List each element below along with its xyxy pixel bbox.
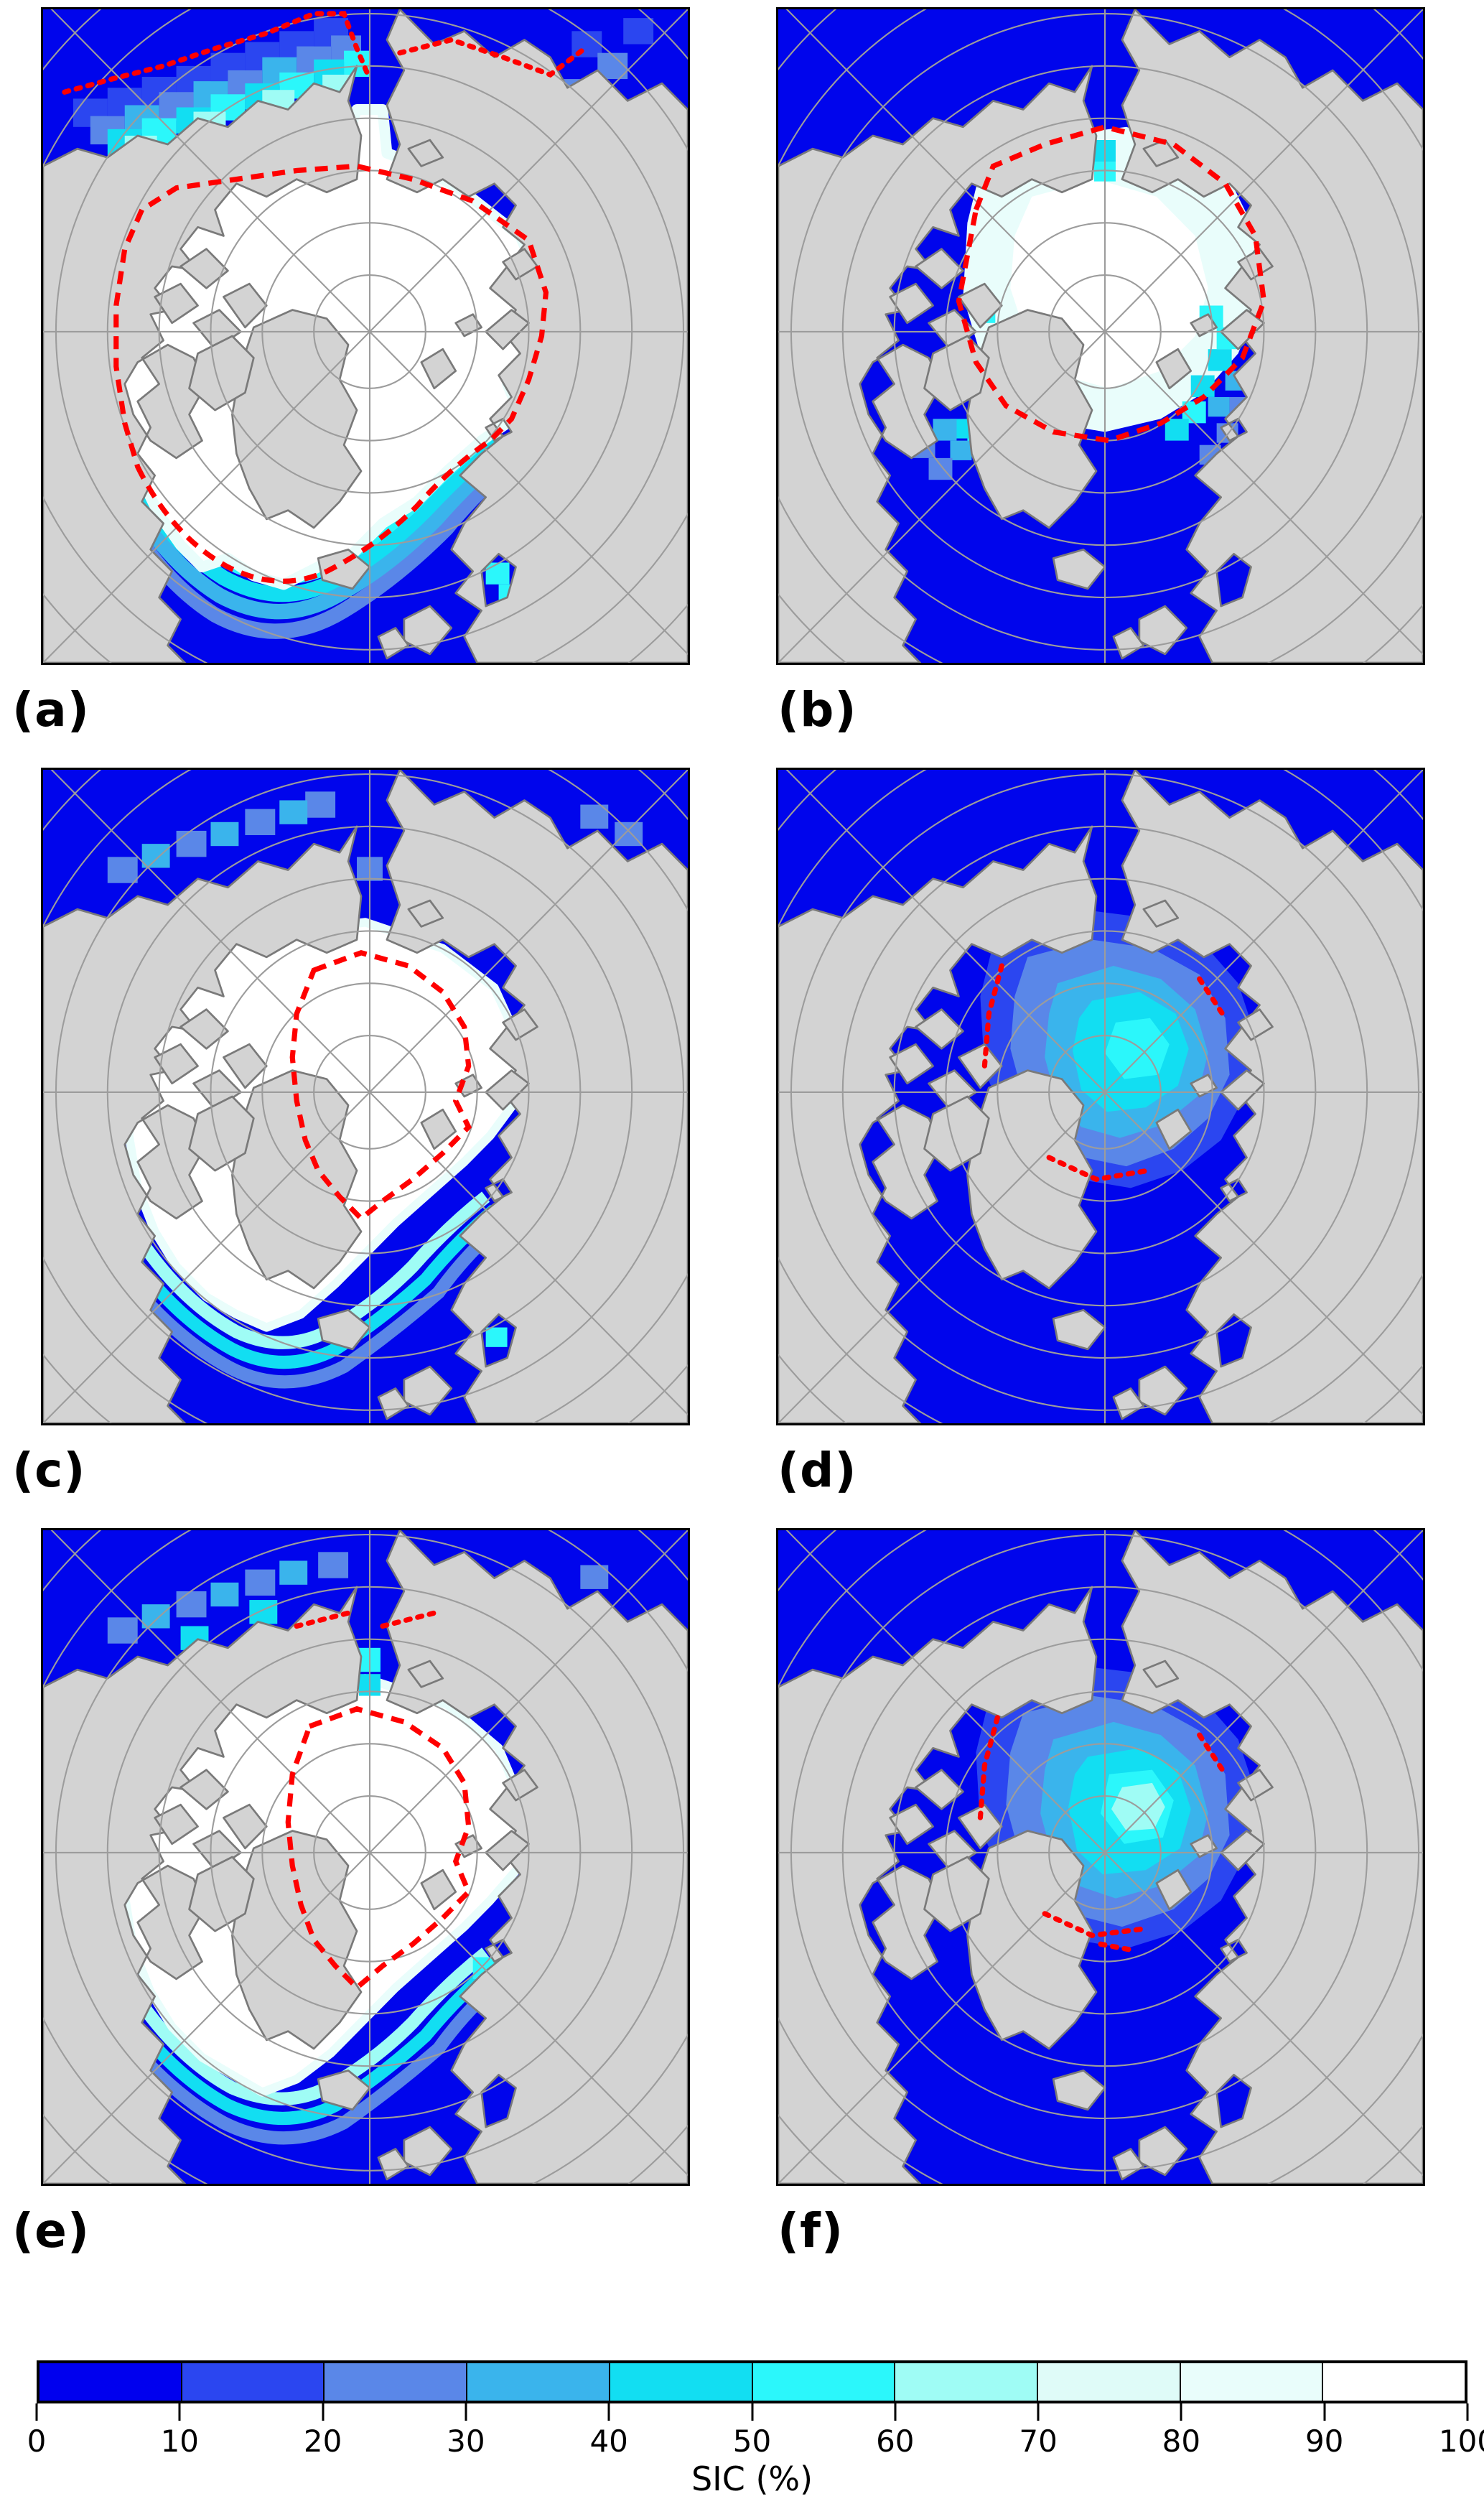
colorbar-tick-label: 50 <box>732 2424 772 2459</box>
colorbar-tick <box>751 2403 753 2421</box>
map-d <box>776 768 1425 1425</box>
panel-label-c: (c) <box>12 1443 86 1498</box>
map-f <box>776 1528 1425 2186</box>
colorbar-tick <box>1180 2403 1182 2421</box>
ice-cells-30pct <box>933 371 1247 460</box>
colorbar-segment <box>610 2363 753 2401</box>
ice-edge-contour-e-bering1 <box>294 1610 351 1629</box>
colorbar-title: SIC (%) <box>691 2459 813 2498</box>
map-panel-b: (b) <box>776 7 1425 768</box>
ice-cells-40pct <box>950 140 1232 441</box>
ice-edge-contour-f-1 <box>977 1715 1000 1821</box>
colorbar-tick <box>322 2403 325 2421</box>
colorbar-tick <box>894 2403 897 2421</box>
panel-label-a: (a) <box>12 682 90 737</box>
panel-label-f: (f) <box>778 2203 844 2258</box>
map-a <box>41 7 690 665</box>
colorbar-segment <box>325 2363 468 2401</box>
colorbar-segment <box>1037 2363 1181 2401</box>
colorbar-tickmarks <box>35 2403 1469 2422</box>
map-e <box>41 1528 690 2186</box>
colorbar-segment <box>467 2363 610 2401</box>
map-panel-a: (a) <box>12 7 690 768</box>
ice-cells-30pct <box>141 800 308 868</box>
colorbar-tick-labels: 0 10 20 30 40 50 60 70 80 90 100 <box>27 2422 1484 2459</box>
colorbar-tick <box>1466 2403 1469 2421</box>
ice-cells-baltic <box>485 1327 508 1347</box>
panel-label-d: (d) <box>778 1443 857 1498</box>
ice-edge-contour-d-2 <box>1046 1155 1151 1183</box>
colorbar-segment <box>895 2363 1038 2401</box>
colorbar-segment <box>182 2363 325 2401</box>
ice-edge-contour-a-chukchi <box>397 37 587 78</box>
colorbar-tick <box>35 2403 38 2421</box>
ice-edge-contour-e <box>285 1705 472 1991</box>
colorbar-tick-label: 80 <box>1162 2424 1201 2459</box>
ice-edge-contour-d-1 <box>981 963 1004 1069</box>
ice-edge-contour-c <box>289 949 472 1222</box>
ice-edge-contour-f-4 <box>1197 1732 1228 1777</box>
ice-edge-contour-a-bering <box>62 11 373 95</box>
colorbar-tick-label: 10 <box>160 2424 200 2459</box>
colorbar-tick-label: 60 <box>876 2424 915 2459</box>
colorbar-tick-label: 30 <box>447 2424 485 2459</box>
colorbar-tick <box>178 2403 181 2421</box>
colorbar: 0 10 20 30 40 50 60 70 80 90 100 SIC (%) <box>0 2360 1484 2498</box>
map-c <box>41 768 690 1425</box>
row-1: (a) (b) <box>0 7 1484 768</box>
colorbar-tick-label: 20 <box>303 2424 342 2459</box>
colorbar-swatches <box>37 2360 1467 2403</box>
map-panel-c: (c) <box>12 768 690 1528</box>
ice-edge-contour-b <box>956 124 1267 444</box>
map-panel-f: (f) <box>776 1528 1425 2289</box>
colorbar-segment <box>752 2363 896 2401</box>
colorbar-tick <box>1037 2403 1040 2421</box>
row-2: (c) (d) <box>0 768 1484 1528</box>
panel-label-e: (e) <box>12 2203 90 2258</box>
colorbar-tick-label: 40 <box>589 2424 628 2459</box>
map-panel-d: (d) <box>776 768 1425 1528</box>
colorbar-tick-label: 100 <box>1438 2424 1484 2459</box>
colorbar-tick <box>607 2403 610 2421</box>
colorbar-tick <box>465 2403 467 2421</box>
map-b <box>776 7 1425 665</box>
colorbar-tick <box>1323 2403 1326 2421</box>
panel-label-b: (b) <box>778 682 857 737</box>
colorbar-tick-label: 70 <box>1019 2424 1058 2459</box>
ice-edge-contour-e-bering2 <box>380 1610 437 1629</box>
row-3: (e) (f) <box>0 1528 1484 2289</box>
colorbar-segment <box>39 2363 182 2401</box>
ice-edge-contour-f-2 <box>1042 1911 1147 1938</box>
colorbar-segment <box>1180 2363 1324 2401</box>
colorbar-segment <box>1323 2363 1465 2401</box>
map-panel-e: (e) <box>12 1528 690 2289</box>
colorbar-tick-label: 0 <box>27 2424 47 2459</box>
ice-edge-contour-d-3 <box>1197 976 1228 1021</box>
ice-edge-contour-f-3 <box>1098 1941 1138 1954</box>
ice-edge-contour-a <box>113 163 549 585</box>
colorbar-tick-label: 90 <box>1305 2424 1344 2459</box>
